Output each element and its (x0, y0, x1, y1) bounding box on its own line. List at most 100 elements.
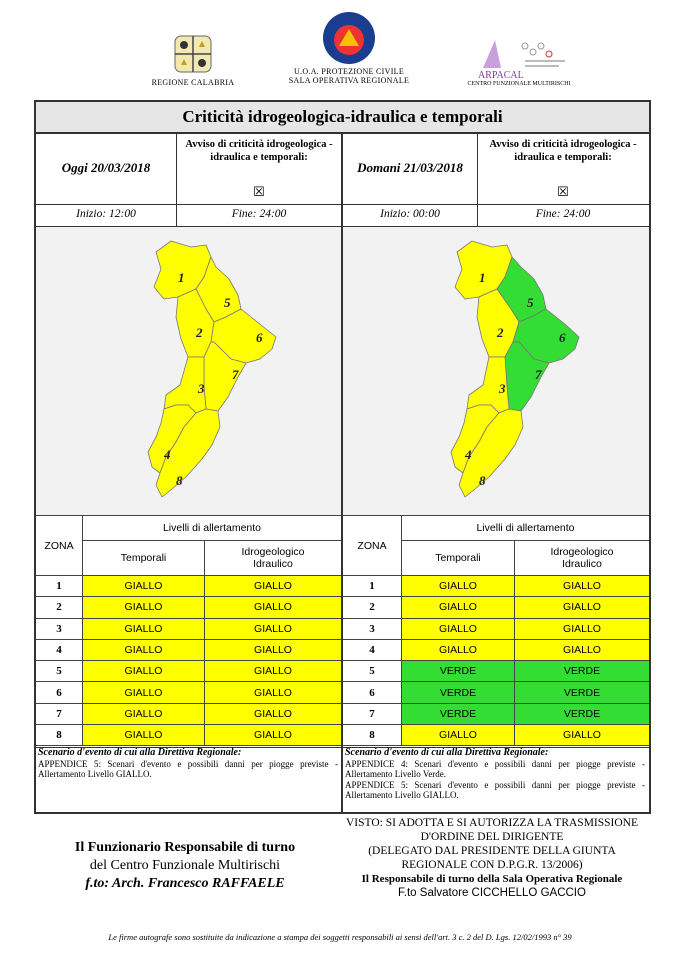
zone-label-3: 3 (498, 381, 506, 396)
protezione-civile-icon (323, 12, 375, 64)
temporali-level-cell: GIALLO (401, 596, 515, 619)
temporali-level-cell: GIALLO (401, 617, 515, 640)
temporali-level-cell: GIALLO (401, 724, 515, 747)
regione-calabria-crest-icon (174, 35, 212, 73)
zone-label-6: 6 (256, 330, 263, 345)
inizio-today: Inizio: 12:00 (76, 208, 136, 220)
scenario-line-today-1: APPENDICE 5: Scenari d'evento e possibil… (38, 758, 338, 780)
livelli-header: Livelli di allertamento (401, 515, 649, 541)
avviso-today: Avviso di criticità idrogeologica - idra… (185, 139, 333, 163)
zones-map-today: 1 5 2 6 7 3 4 8 (36, 227, 341, 515)
signature-left: Il Funzionario Responsabile di turno del… (40, 840, 330, 892)
protezione-civile-caption-1: U.O.A. PROTEZIONE CIVILE (293, 67, 405, 76)
zona-cell: 4 (343, 638, 402, 662)
zone-label-1: 1 (178, 270, 185, 285)
temporali-level-cell: GIALLO (82, 638, 205, 662)
zona-cell: 6 (343, 681, 402, 704)
sign-left-line2: del Centro Funzionale Multirischi (89, 858, 281, 873)
sign-left-line3: f.to: Arch. Francesco RAFFAELE (85, 876, 285, 891)
scenario-tomorrow: Scenario d'evento di cui alla Direttiva … (345, 747, 645, 801)
protezione-civile-caption-2: SALA OPERATIVA REGIONALE (288, 76, 410, 85)
table-row: 5 VERDE VERDE (343, 660, 649, 683)
sign-right-line1: VISTO: SI ADOTTA E SI AUTORIZZA LA TRASM… (345, 817, 639, 829)
zone-label-6: 6 (559, 330, 566, 345)
table-row: 4 GIALLO GIALLO (343, 638, 649, 662)
table-row: 8 GIALLO GIALLO (343, 724, 649, 747)
temporali-level-cell: GIALLO (82, 617, 205, 640)
zona-cell: 8 (343, 724, 402, 747)
zone-label-4: 4 (163, 447, 171, 462)
alert-table-tomorrow: ZONA Livelli di allertamento Temporali I… (343, 515, 649, 747)
table-row: 8 GIALLO GIALLO (36, 724, 341, 747)
table-row: 1 GIALLO GIALLO (343, 574, 649, 598)
temporali-header: Temporali (401, 540, 515, 576)
zone-label-2: 2 (195, 325, 203, 340)
idro-level-cell: VERDE (514, 702, 649, 726)
zone-label-7: 7 (232, 367, 239, 382)
idro-level-cell: GIALLO (514, 574, 649, 598)
table-row: 4 GIALLO GIALLO (36, 638, 341, 662)
temporali-level-cell: GIALLO (82, 724, 205, 747)
temporali-level-cell: VERDE (401, 660, 515, 683)
zona-cell: 2 (36, 596, 83, 619)
protezione-civile-logo: U.O.A. PROTEZIONE CIVILE SALA OPERATIVA … (284, 10, 414, 85)
regione-calabria-caption: REGIONE CALABRIA (151, 78, 235, 87)
zona-cell: 2 (343, 596, 402, 619)
temporali-level-cell: GIALLO (82, 574, 205, 598)
table-row: 5 GIALLO GIALLO (36, 660, 341, 683)
idro-header: Idrogeologico Idraulico (204, 540, 341, 576)
date-tomorrow: Domani 21/03/2018 (357, 160, 463, 175)
zona-cell: 5 (36, 660, 83, 683)
zona-cell: 1 (36, 574, 83, 598)
temporali-level-cell: GIALLO (401, 574, 515, 598)
zona-header: ZONA (343, 515, 402, 576)
zone-label-5: 5 (527, 295, 534, 310)
sign-right-line4: REGIONALE CON D.P.G.R. 13/2006) (401, 859, 583, 871)
zona-cell: 6 (36, 681, 83, 704)
temporali-level-cell: GIALLO (82, 681, 205, 704)
zona-cell: 7 (36, 702, 83, 726)
signature-right: VISTO: SI ADOTTA E SI AUTORIZZA LA TRASM… (332, 816, 652, 900)
arpacal-subcaption: CENTRO FUNZIONALE MULTIRISCHI (467, 81, 571, 87)
idro-level-cell: GIALLO (204, 702, 341, 726)
zona-header: ZONA (36, 515, 83, 576)
fine-today: Fine: 24:00 (231, 208, 287, 220)
fine-tomorrow: Fine: 24:00 (535, 208, 591, 220)
table-row: 6 GIALLO GIALLO (36, 681, 341, 704)
table-row: 3 GIALLO GIALLO (343, 617, 649, 640)
zones-map-tomorrow: 1 5 2 6 7 3 4 8 (343, 227, 649, 515)
temporali-level-cell: GIALLO (82, 702, 205, 726)
table-row: 7 VERDE VERDE (343, 702, 649, 726)
zone-label-8: 8 (176, 473, 183, 488)
idro-level-cell: GIALLO (514, 638, 649, 662)
zone-label-3: 3 (197, 381, 205, 396)
zone-label-2: 2 (496, 325, 504, 340)
regione-calabria-logo: REGIONE CALABRIA (148, 34, 238, 90)
idro-level-cell: GIALLO (514, 724, 649, 747)
idro-level-cell: GIALLO (204, 638, 341, 662)
idro-level-cell: GIALLO (204, 617, 341, 640)
sign-right-line6: F.to Salvatore CICCHELLO GACCIO (398, 887, 586, 899)
scenario-today: Scenario d'evento di cui alla Direttiva … (38, 747, 338, 780)
arpacal-caption: ARPACAL (478, 70, 524, 81)
sign-right-line2: D'ORDINE DEL DIRIGENTE (420, 831, 564, 843)
idro-level-cell: GIALLO (204, 724, 341, 747)
table-row: 7 GIALLO GIALLO (36, 702, 341, 726)
sign-right-line3: (DELEGATO DAL PRESIDENTE DELLA GIUNTA (368, 845, 616, 857)
idro-level-cell: GIALLO (204, 574, 341, 598)
avviso-checkbox-tomorrow: ☒ (557, 184, 569, 199)
temporali-level-cell: VERDE (401, 702, 515, 726)
zone-label-8: 8 (479, 473, 486, 488)
footer-note: Le firme autografe sono sostituite da in… (108, 932, 572, 942)
zona-cell: 7 (343, 702, 402, 726)
idro-header: Idrogeologico Idraulico (514, 540, 649, 576)
scenario-title-tomorrow: Scenario d'evento di cui alla Direttiva … (345, 747, 549, 758)
scenario-title-today: Scenario d'evento di cui alla Direttiva … (38, 747, 242, 758)
zona-cell: 8 (36, 724, 83, 747)
zona-cell: 5 (343, 660, 402, 683)
zona-cell: 3 (343, 617, 402, 640)
livelli-header: Livelli di allertamento (82, 515, 341, 541)
idro-level-cell: GIALLO (514, 596, 649, 619)
temporali-header: Temporali (82, 540, 205, 576)
zone-label-1: 1 (479, 270, 486, 285)
